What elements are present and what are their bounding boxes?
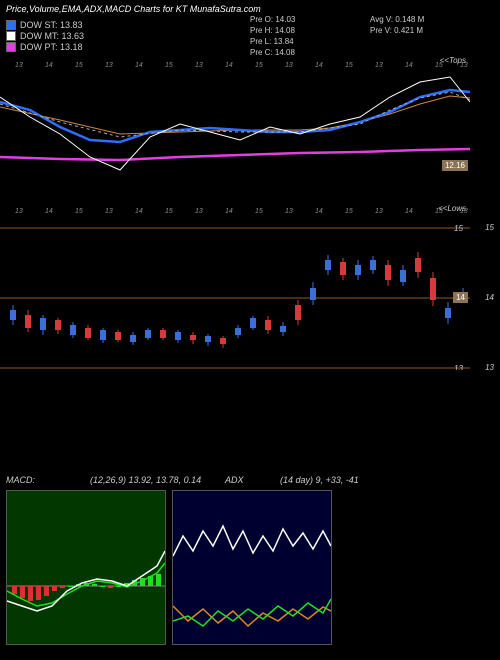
ema-right-label: <<Tops	[440, 56, 466, 65]
svg-text:13: 13	[454, 364, 463, 370]
avg-stats: Avg V: 0.148 M Pre V: 0.421 M	[370, 14, 424, 36]
pre-high: Pre H: 14.08	[250, 25, 295, 36]
candle-price-tag: 14	[453, 292, 468, 303]
legend-label-st: DOW ST: 13.83	[20, 20, 83, 30]
ema-panel: <<Tops 12.16	[0, 62, 470, 202]
chart-title: Price,Volume,EMA,ADX,MACD Charts for KT …	[6, 4, 261, 14]
avg-volume: Avg V: 0.148 M	[370, 14, 424, 25]
legend-swatch-st	[6, 20, 16, 30]
adx-panel	[172, 490, 332, 645]
grid-label: 13	[485, 363, 494, 372]
macd-title: MACD:	[6, 475, 35, 485]
legend-label-mt: DOW MT: 13.63	[20, 31, 84, 41]
adx-subtitle: (14 day) 9, +33, -41	[280, 475, 359, 485]
grid-label: 14	[485, 293, 494, 302]
legend-label-pt: DOW PT: 13.18	[20, 42, 83, 52]
grid-label: 15	[485, 223, 494, 232]
pre-close: Pre C: 14.08	[250, 47, 295, 58]
legend-swatch-mt	[6, 31, 16, 41]
svg-text:15: 15	[454, 224, 463, 233]
pre-open: Pre O: 14.03	[250, 14, 295, 25]
pre-low: Pre L: 13.84	[250, 36, 295, 47]
adx-title: ADX	[225, 475, 244, 485]
legend-swatch-pt	[6, 42, 16, 52]
pre-stats: Pre O: 14.03 Pre H: 14.08 Pre L: 13.84 P…	[250, 14, 295, 58]
pre-volume: Pre V: 0.421 M	[370, 25, 424, 36]
candle-right-label: <<Lows	[438, 204, 466, 213]
candle-panel: 151413 <<Lows 14	[0, 210, 470, 370]
macd-panel	[6, 490, 166, 645]
macd-subtitle: (12,26,9) 13.92, 13.78, 0.14	[90, 475, 201, 485]
ema-price-tag: 12.16	[442, 160, 468, 171]
